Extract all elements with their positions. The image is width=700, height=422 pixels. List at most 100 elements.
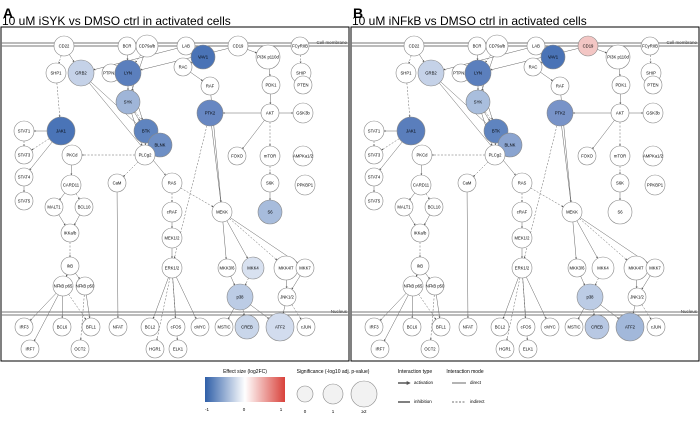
node-PI3K[interactable] xyxy=(605,44,631,70)
node-PLCg2[interactable] xyxy=(484,144,506,166)
node-PPKBP1[interactable] xyxy=(644,174,666,196)
node-IKK[interactable] xyxy=(410,256,430,276)
node-CD19[interactable] xyxy=(227,35,249,57)
node-HGR1[interactable] xyxy=(145,339,165,359)
node-STAT3[interactable] xyxy=(14,145,34,165)
node-MEK12[interactable] xyxy=(511,227,533,249)
node-LYN[interactable] xyxy=(464,59,492,87)
node-MALT1[interactable] xyxy=(394,197,414,217)
node-JNK12[interactable] xyxy=(627,287,647,307)
node-BCL2[interactable] xyxy=(490,317,510,337)
node-RAC[interactable] xyxy=(173,57,193,77)
node-MKK36[interactable] xyxy=(217,258,237,278)
node-p38[interactable] xyxy=(576,283,604,311)
node-S6K[interactable] xyxy=(260,173,280,193)
node-cRAF[interactable] xyxy=(511,201,533,223)
node-NFkBp65[interactable] xyxy=(52,275,74,297)
node-AKT[interactable] xyxy=(610,103,630,123)
node-CD79ab[interactable] xyxy=(485,34,509,58)
node-MALT1[interactable] xyxy=(44,197,64,217)
node-MKK4[interactable] xyxy=(591,256,615,280)
node-NFAT[interactable] xyxy=(108,317,128,337)
node-NFkBp50[interactable] xyxy=(425,276,445,296)
node-MSTIC[interactable] xyxy=(564,317,584,337)
node-OCT2[interactable] xyxy=(70,339,90,359)
node-CD22[interactable] xyxy=(403,35,425,57)
node-BCL10[interactable] xyxy=(424,197,444,217)
node-NFkBp50[interactable] xyxy=(75,276,95,296)
node-BCL6[interactable] xyxy=(52,317,72,337)
node-GSK3b[interactable] xyxy=(642,102,664,124)
node-BCL10[interactable] xyxy=(74,197,94,217)
node-CD19[interactable] xyxy=(577,35,599,57)
node-PTK2[interactable] xyxy=(546,99,574,127)
node-VAV1[interactable] xyxy=(190,44,216,70)
node-cFOS[interactable] xyxy=(166,317,186,337)
node-mTOR[interactable] xyxy=(259,145,281,167)
node-PTEN[interactable] xyxy=(293,75,313,95)
node-RAC[interactable] xyxy=(523,57,543,77)
node-MKK7[interactable] xyxy=(295,258,315,278)
node-GRB2[interactable] xyxy=(417,59,445,87)
node-S6K[interactable] xyxy=(610,173,630,193)
node-AMPK[interactable] xyxy=(642,145,664,167)
node-GRB2[interactable] xyxy=(67,59,95,87)
node-PKCd[interactable] xyxy=(411,144,433,166)
node-BFL1[interactable] xyxy=(431,317,451,337)
node-mTOR[interactable] xyxy=(609,145,631,167)
node-RAS[interactable] xyxy=(511,172,533,194)
node-BFL1[interactable] xyxy=(81,317,101,337)
node-PPKBP1[interactable] xyxy=(294,174,316,196)
node-MEKK[interactable] xyxy=(561,201,583,223)
node-AMPK[interactable] xyxy=(292,145,314,167)
node-CARD11[interactable] xyxy=(60,174,82,196)
node-ELK1[interactable] xyxy=(518,339,538,359)
node-MEK12[interactable] xyxy=(161,227,183,249)
node-PLCg2[interactable] xyxy=(134,144,156,166)
node-STAT4[interactable] xyxy=(14,167,34,187)
node-LAB[interactable] xyxy=(176,36,196,56)
node-RAS[interactable] xyxy=(161,172,183,194)
node-AKT[interactable] xyxy=(260,103,280,123)
node-IKKab[interactable] xyxy=(60,223,80,243)
node-NFkBp65[interactable] xyxy=(402,275,424,297)
node-PDK1[interactable] xyxy=(261,75,281,95)
node-ERK12[interactable] xyxy=(161,257,183,279)
node-PDK1[interactable] xyxy=(611,75,631,95)
node-MKK7[interactable] xyxy=(645,258,665,278)
node-STAT3[interactable] xyxy=(364,145,384,165)
node-NFAT[interactable] xyxy=(458,317,478,337)
node-S6[interactable] xyxy=(607,199,633,225)
node-ATF2[interactable] xyxy=(265,312,295,342)
node-cMYC[interactable] xyxy=(540,317,560,337)
node-STAT1[interactable] xyxy=(363,120,385,142)
node-IRF7[interactable] xyxy=(20,339,40,359)
node-SYK[interactable] xyxy=(115,89,141,115)
node-IRF7[interactable] xyxy=(370,339,390,359)
node-cJUN[interactable] xyxy=(646,317,666,337)
node-PTK2[interactable] xyxy=(196,99,224,127)
node-MKK4[interactable] xyxy=(241,256,265,280)
node-CaM[interactable] xyxy=(457,173,477,193)
node-ATF2[interactable] xyxy=(615,312,645,342)
node-STAT5[interactable] xyxy=(364,191,384,211)
node-IKKab[interactable] xyxy=(410,223,430,243)
node-BCL6[interactable] xyxy=(402,317,422,337)
node-JAK1[interactable] xyxy=(46,116,76,146)
node-LYN[interactable] xyxy=(114,59,142,87)
node-SHP1[interactable] xyxy=(45,62,67,84)
node-FCyR[interactable] xyxy=(290,36,310,56)
node-FOXO[interactable] xyxy=(227,146,247,166)
node-GSK3b[interactable] xyxy=(292,102,314,124)
node-ELK1[interactable] xyxy=(168,339,188,359)
node-JAK1[interactable] xyxy=(396,116,426,146)
node-RAF[interactable] xyxy=(550,76,570,96)
node-CD79ab[interactable] xyxy=(135,34,159,58)
node-cFOS[interactable] xyxy=(516,317,536,337)
node-CREB[interactable] xyxy=(584,314,610,340)
node-p38[interactable] xyxy=(226,283,254,311)
node-ERK12[interactable] xyxy=(511,257,533,279)
node-IRF3[interactable] xyxy=(364,317,384,337)
node-cRAF[interactable] xyxy=(161,201,183,223)
node-OCT2[interactable] xyxy=(420,339,440,359)
